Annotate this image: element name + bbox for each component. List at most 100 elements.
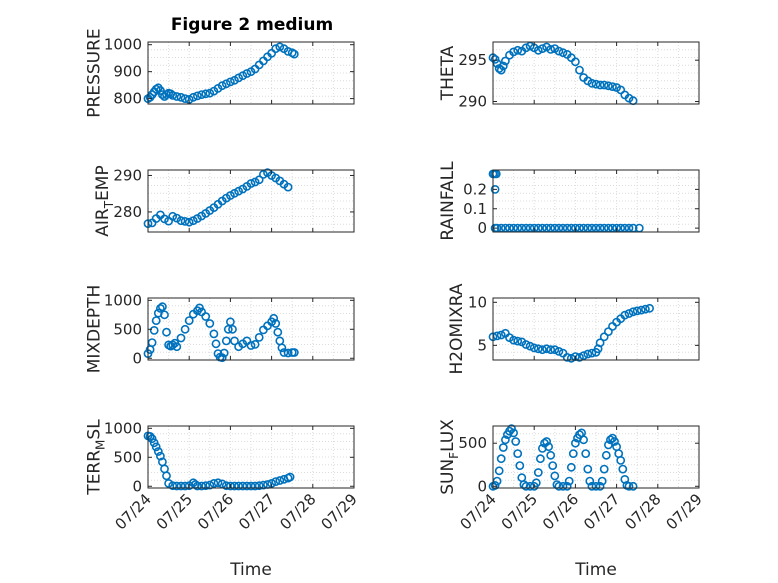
data-point bbox=[628, 307, 638, 317]
data-point bbox=[242, 69, 252, 78]
data-point bbox=[258, 169, 268, 179]
data-point bbox=[533, 45, 543, 55]
data-point bbox=[546, 45, 556, 54]
data-point bbox=[205, 319, 215, 328]
data-point bbox=[192, 481, 202, 491]
y-axis-label: H2OMIXRA bbox=[447, 283, 467, 374]
data-point bbox=[271, 319, 281, 328]
data-point bbox=[269, 313, 279, 323]
data-point bbox=[606, 435, 615, 445]
data-point bbox=[558, 48, 568, 58]
data-point bbox=[641, 304, 650, 314]
data-point bbox=[494, 466, 504, 476]
data-point bbox=[275, 476, 285, 485]
data-point bbox=[155, 86, 165, 95]
data-point bbox=[554, 46, 564, 56]
data-point bbox=[513, 449, 523, 458]
data-point bbox=[599, 332, 609, 342]
y-axis-label-subscript: M bbox=[94, 440, 108, 450]
data-point bbox=[250, 481, 260, 491]
data-point bbox=[595, 338, 605, 348]
data-point bbox=[595, 481, 605, 491]
data-point bbox=[562, 481, 572, 491]
x-axis-label: Time bbox=[229, 560, 272, 580]
data-point bbox=[254, 332, 264, 342]
data-point bbox=[498, 443, 508, 452]
y-tick-label: 500 bbox=[113, 320, 142, 338]
y-tick-label: 500 bbox=[458, 434, 487, 452]
y-tick-label: 295 bbox=[458, 51, 487, 69]
data-point bbox=[521, 481, 531, 491]
data-point bbox=[221, 79, 231, 89]
axes-frame bbox=[492, 297, 700, 361]
data-point bbox=[172, 481, 182, 491]
data-point bbox=[205, 480, 215, 490]
data-point bbox=[583, 464, 593, 474]
data-point bbox=[149, 325, 159, 335]
data-point bbox=[180, 324, 190, 334]
data-point bbox=[538, 44, 547, 53]
y-tick-label: 5 bbox=[477, 336, 487, 354]
data-point bbox=[604, 327, 613, 336]
data-point bbox=[201, 89, 211, 99]
data-point bbox=[217, 353, 227, 363]
data-point bbox=[546, 450, 556, 460]
data-point bbox=[149, 438, 159, 448]
y-tick-label: 0 bbox=[132, 477, 142, 495]
y-tick-label: 0 bbox=[477, 477, 487, 495]
y-tick-label: 0 bbox=[477, 219, 487, 237]
data-point bbox=[283, 182, 293, 192]
data-point bbox=[542, 344, 551, 354]
data-point bbox=[595, 80, 605, 90]
data-point bbox=[172, 92, 182, 101]
data-point bbox=[225, 77, 235, 87]
data-point bbox=[283, 348, 293, 358]
data-point bbox=[566, 462, 576, 472]
data-point bbox=[289, 348, 299, 357]
data-point bbox=[500, 56, 510, 66]
data-point bbox=[242, 481, 252, 491]
axes-frame bbox=[147, 41, 355, 105]
data-point bbox=[538, 345, 547, 355]
y-tick-label: 0.2 bbox=[463, 180, 487, 198]
data-point bbox=[254, 481, 264, 491]
y-axis-label: AIRTEMP bbox=[93, 165, 116, 236]
y-tick-label: 1000 bbox=[104, 36, 142, 54]
data-point bbox=[533, 468, 543, 477]
data-point bbox=[228, 324, 237, 334]
data-point bbox=[275, 42, 285, 52]
data-point bbox=[529, 343, 539, 353]
data-point bbox=[511, 437, 521, 446]
data-point bbox=[546, 345, 556, 355]
data-point bbox=[225, 481, 235, 491]
data-point bbox=[490, 184, 500, 194]
data-point bbox=[571, 438, 580, 448]
axes-frame bbox=[492, 41, 700, 105]
data-point bbox=[564, 476, 574, 486]
data-point bbox=[498, 61, 508, 71]
y-tick-label: 10 bbox=[468, 293, 487, 311]
data-point bbox=[250, 339, 260, 349]
data-point bbox=[184, 316, 194, 325]
data-point bbox=[624, 309, 634, 318]
y-axis-label: TERRMSL bbox=[85, 419, 108, 496]
y-tick-label: 280 bbox=[113, 203, 142, 221]
data-point bbox=[628, 481, 638, 491]
data-point bbox=[575, 65, 584, 75]
data-point bbox=[579, 351, 588, 361]
data-point bbox=[509, 428, 518, 438]
data-point bbox=[230, 336, 239, 346]
data-point bbox=[608, 82, 617, 91]
data-point bbox=[217, 81, 227, 91]
data-point bbox=[601, 450, 611, 460]
y-tick-label: 1000 bbox=[104, 291, 142, 309]
data-point bbox=[192, 91, 202, 101]
data-point bbox=[176, 92, 186, 102]
data-point bbox=[632, 306, 642, 316]
data-point bbox=[271, 477, 281, 486]
y-axis-label-subscript: T bbox=[102, 200, 116, 209]
